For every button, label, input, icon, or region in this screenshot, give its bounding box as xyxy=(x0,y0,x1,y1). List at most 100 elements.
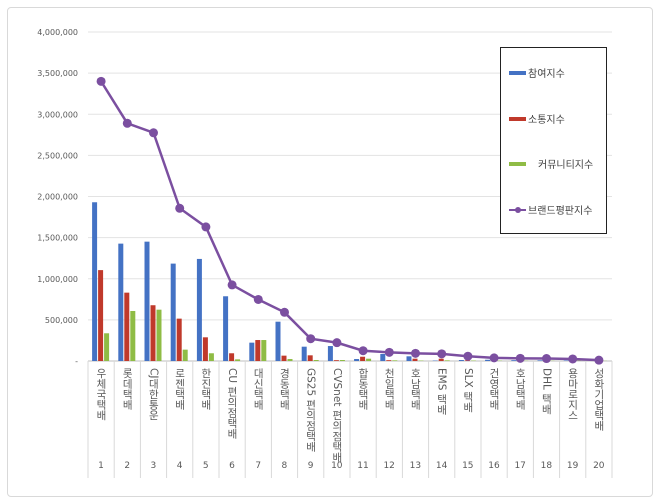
x-tick-label: GS25 편의점택배 xyxy=(304,368,317,452)
line-point-9 xyxy=(306,334,316,344)
legend-swatch-green xyxy=(509,161,526,166)
bar-2-8 xyxy=(281,355,287,361)
y-tick-label: - xyxy=(75,357,78,366)
bar-2-3 xyxy=(150,305,156,361)
line-point-3 xyxy=(149,128,158,138)
legend-line-marker-icon xyxy=(509,206,526,213)
bar-1-1 xyxy=(92,202,98,361)
legend: 참여지수 소통지수 커뮤니티지수 브랜드평판지수 xyxy=(500,47,607,234)
x-tick-label: 호남택배 xyxy=(409,368,422,410)
bar-3-12 xyxy=(392,360,398,361)
line-point-19 xyxy=(568,354,578,364)
legend-item-brand-reputation: 브랜드평판지수 xyxy=(509,202,592,217)
line-point-13 xyxy=(411,348,420,358)
y-tick-label: 1,000,000 xyxy=(37,275,78,284)
legend-label: 참여지수 xyxy=(528,69,565,80)
line-point-7 xyxy=(253,294,263,304)
legend-item-communication: 소통지수 xyxy=(509,111,565,126)
bar-2-7 xyxy=(255,340,261,361)
line-point-8 xyxy=(280,307,289,317)
y-tick-label: 1,500,000 xyxy=(37,234,78,243)
bar-3-8 xyxy=(287,359,293,361)
x-tick-number: 18 xyxy=(540,461,553,471)
bar-3-1 xyxy=(104,333,110,361)
chart-frame xyxy=(7,7,653,497)
bar-1-12 xyxy=(380,354,386,361)
bar-1-4 xyxy=(170,263,176,361)
x-tick-label: CJ대한통운 xyxy=(147,368,160,421)
bar-1-15 xyxy=(458,360,464,361)
x-tick-label: 합동택배 xyxy=(357,368,369,410)
y-tick-label: 2,500,000 xyxy=(37,151,78,160)
bar-2-6 xyxy=(229,353,235,361)
bar-1-6 xyxy=(223,296,229,361)
x-tick-number: 14 xyxy=(435,461,448,471)
bar-3-14 xyxy=(444,360,450,361)
x-tick-label: 로젠택배 xyxy=(173,368,186,410)
line-point-12 xyxy=(384,347,394,357)
x-tick-label: 한진택배 xyxy=(199,368,212,410)
bar-3-3 xyxy=(156,309,162,361)
x-tick-label: 대신택배 xyxy=(252,368,265,410)
line-point-18 xyxy=(542,354,551,364)
bar-2-11 xyxy=(360,356,366,361)
bar-3-11 xyxy=(366,358,372,361)
x-tick-number: 15 xyxy=(462,461,474,471)
x-tick-label: 호남택배 xyxy=(514,368,527,410)
x-tick-number: 17 xyxy=(514,461,526,471)
line-point-14 xyxy=(437,349,447,359)
bar-3-2 xyxy=(130,310,136,361)
line-point-15 xyxy=(463,351,473,361)
y-tick-label: 2,000,000 xyxy=(37,193,78,202)
line-point-10 xyxy=(332,338,342,348)
x-tick-number: 8 xyxy=(281,461,288,471)
bar-3-10 xyxy=(339,360,345,361)
x-tick-label: 우체국택배 xyxy=(95,368,107,421)
bar-2-13 xyxy=(412,358,418,361)
legend-label: 브랜드평판지수 xyxy=(528,206,593,217)
legend-swatch-blue xyxy=(509,70,526,75)
x-tick-label: 용마로지스 xyxy=(566,368,579,421)
x-tick-number: 4 xyxy=(176,461,183,471)
x-tick-number: 5 xyxy=(202,461,209,471)
bar-3-4 xyxy=(182,349,188,361)
line-point-17 xyxy=(515,353,525,363)
legend-item-participation: 참여지수 xyxy=(509,65,565,80)
bar-1-16 xyxy=(485,359,491,361)
x-tick-label: 경동택배 xyxy=(278,368,291,410)
x-tick-label: CVSnet 편의점택배 xyxy=(330,368,343,463)
x-tick-number: 9 xyxy=(307,461,314,471)
line-point-20 xyxy=(594,355,604,365)
bar-2-14 xyxy=(438,358,444,361)
bar-3-7 xyxy=(261,340,267,361)
x-tick-number: 6 xyxy=(229,461,235,471)
y-tick-label: 3,000,000 xyxy=(37,110,78,119)
x-tick-number: 2 xyxy=(124,461,131,471)
bar-1-7 xyxy=(249,342,255,361)
x-tick-number: 13 xyxy=(409,461,422,471)
legend-item-community: 커뮤니티지수 xyxy=(509,156,593,171)
bar-2-10 xyxy=(333,360,339,361)
bar-2-9 xyxy=(307,355,313,361)
x-tick-number: 19 xyxy=(566,461,579,471)
x-tick-number: 3 xyxy=(150,461,157,471)
x-tick-number: 12 xyxy=(383,461,395,471)
bar-3-5 xyxy=(208,353,214,361)
legend-swatch-red xyxy=(509,116,526,121)
line-point-4 xyxy=(175,203,185,213)
bar-1-10 xyxy=(327,346,333,361)
bar-2-2 xyxy=(124,292,130,361)
x-tick-label: 건영택배 xyxy=(488,368,500,410)
y-tick-label: 500,000 xyxy=(45,316,78,325)
bar-1-11 xyxy=(354,359,360,361)
x-tick-label: 천일택배 xyxy=(383,368,396,410)
x-tick-number: 7 xyxy=(255,461,262,471)
x-tick-label: SLX 택배 xyxy=(461,368,474,413)
line-point-2 xyxy=(122,118,132,128)
bar-2-5 xyxy=(202,337,208,361)
legend-label: 커뮤니티지수 xyxy=(538,160,594,171)
y-tick-label: 4,000,000 xyxy=(37,28,78,37)
x-tick-number: 16 xyxy=(488,461,500,471)
x-tick-label: CU 편의점택배 xyxy=(226,368,238,439)
bar-1-9 xyxy=(301,346,307,361)
